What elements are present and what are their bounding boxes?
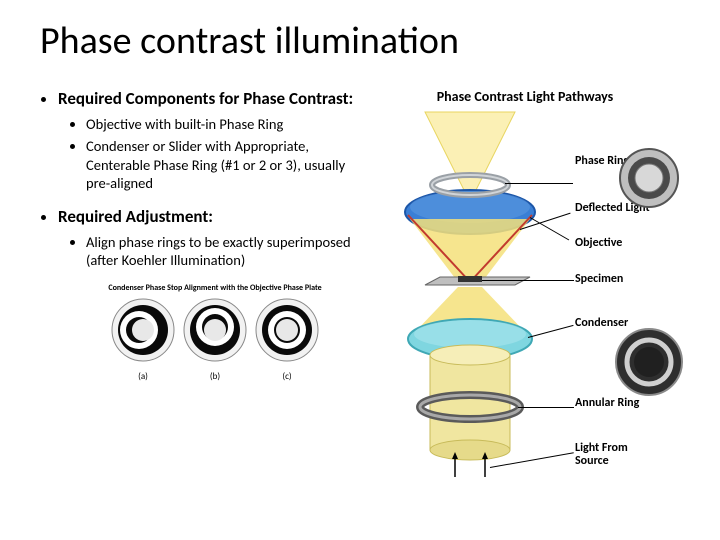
slide: Phase contrast illumination Required Com…	[0, 0, 720, 540]
diagram-title: Phase Contrast Light Pathways	[370, 88, 680, 105]
ring-alignment-figure: Condenser Phase Stop Alignment with the …	[70, 283, 360, 382]
list-item: Align phase rings to be exactly superimp…	[86, 233, 360, 269]
ring-c: (c)	[254, 297, 320, 382]
phase-ring-icon	[618, 147, 680, 209]
figure-caption: Condenser Phase Stop Alignment with the …	[70, 283, 360, 293]
left-column: Required Components for Phase Contrast: …	[40, 88, 360, 487]
label: (a)	[110, 371, 176, 382]
label: (b)	[182, 371, 248, 382]
ring-b: (b)	[182, 297, 248, 382]
content-columns: Required Components for Phase Contrast: …	[40, 88, 692, 487]
text: Required Adjustment:	[58, 206, 213, 227]
list-item: Condenser or Slider with Appropriate, Ce…	[86, 137, 360, 191]
label-specimen: Specimen	[575, 273, 623, 286]
list-heading-components: Required Components for Phase Contrast: …	[58, 88, 360, 192]
label: (c)	[254, 371, 320, 382]
label-source: Light From Source	[575, 442, 635, 468]
label-objective: Objective	[575, 237, 622, 250]
rings-row: (a) (b)	[70, 297, 360, 382]
list-item: Objective with built-in Phase Ring	[86, 115, 360, 133]
label-annular: Annular Ring	[575, 397, 639, 410]
list-heading-adjustment: Required Adjustment: Align phase rings t…	[58, 206, 360, 270]
ring-a: (a)	[110, 297, 176, 382]
text: Required Components for Phase Contrast:	[58, 88, 353, 109]
right-column: Phase Contrast Light Pathways	[370, 88, 680, 487]
slide-title: Phase contrast illumination	[40, 18, 692, 64]
annular-ring-icon	[614, 327, 684, 397]
light-path-diagram: Phase Ring Deflected Light Objective Spe…	[370, 107, 680, 487]
